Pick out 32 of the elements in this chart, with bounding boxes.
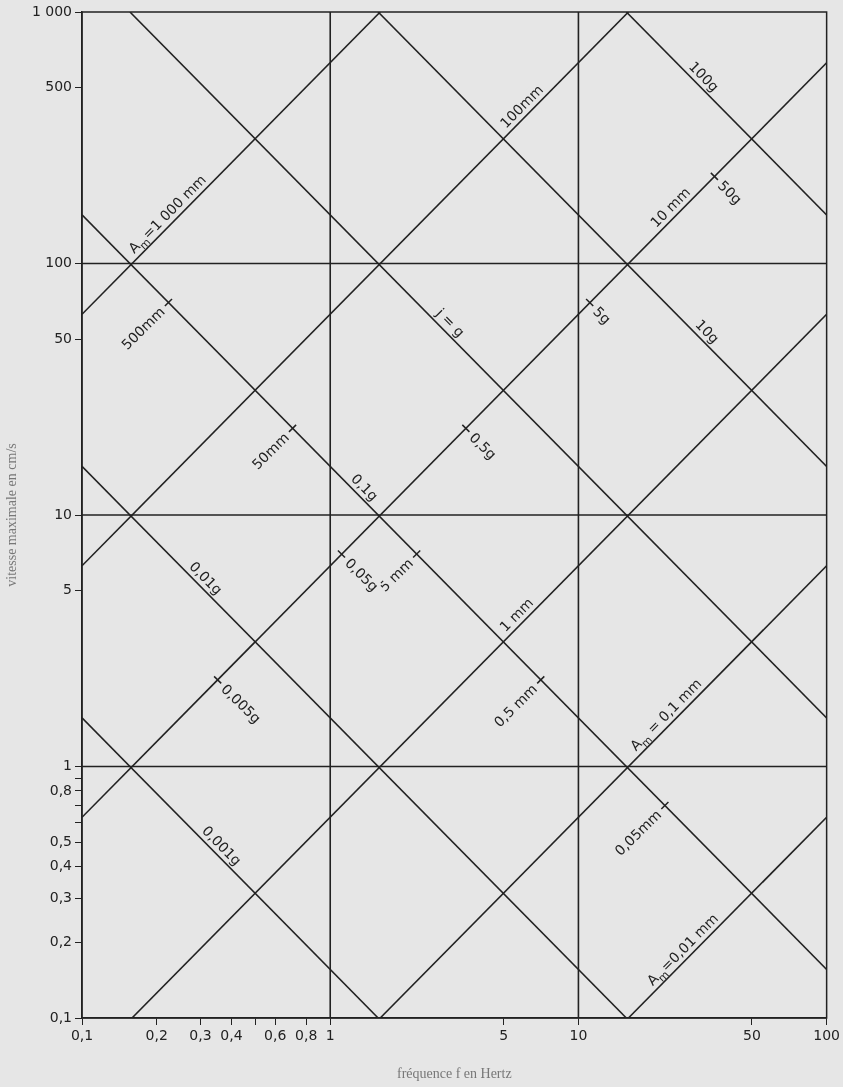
y-tick-label: 5 (63, 581, 72, 598)
y-tick-label: 1 000 (31, 2, 72, 19)
annotation: Am=1 000 mm (125, 171, 209, 257)
x-tick-label: 50 (743, 1027, 761, 1044)
y-tick-label: 0,1 (49, 1008, 72, 1025)
y-tick-label: 0,2 (49, 932, 72, 949)
x-tick-label: 1 (325, 1027, 335, 1044)
annotation: j = g (432, 304, 469, 341)
y-tick-label: 50 (54, 329, 72, 346)
y-tick-label: 0,3 (49, 888, 72, 905)
y-tick-label: 0,4 (49, 857, 73, 874)
x-axis-title: fréquence f en Hertz (396, 1066, 512, 1082)
x-tick-label: 0,3 (189, 1027, 212, 1044)
annotation: 10 mm (646, 183, 694, 231)
x-tick-label: 100 (813, 1027, 841, 1044)
x-tick-label: 0,4 (220, 1027, 243, 1044)
y-tick-label: 500 (45, 78, 72, 95)
y-tick-label: 0,5 (49, 832, 72, 849)
annotation: 5g (590, 303, 615, 328)
x-tick-label: 5 (499, 1027, 509, 1044)
y-axis-title: vitesse maximale en cm/s (4, 443, 20, 587)
x-tick-label: 0,6 (264, 1027, 287, 1044)
y-tick-label: 1 (63, 757, 72, 774)
x-tick-label: 10 (569, 1027, 588, 1044)
annotation: 1 mm (496, 594, 537, 635)
annotation: Am = 0,1 mm (626, 675, 705, 754)
x-tick-label: 0,8 (295, 1027, 318, 1044)
annotation: 0,5 mm (490, 680, 541, 731)
y-tick-label: 100 (45, 254, 72, 271)
x-tick-label: 0,2 (145, 1027, 168, 1044)
y-tick-label: 0,8 (49, 781, 72, 798)
y-tick-label: 10 (54, 505, 72, 522)
